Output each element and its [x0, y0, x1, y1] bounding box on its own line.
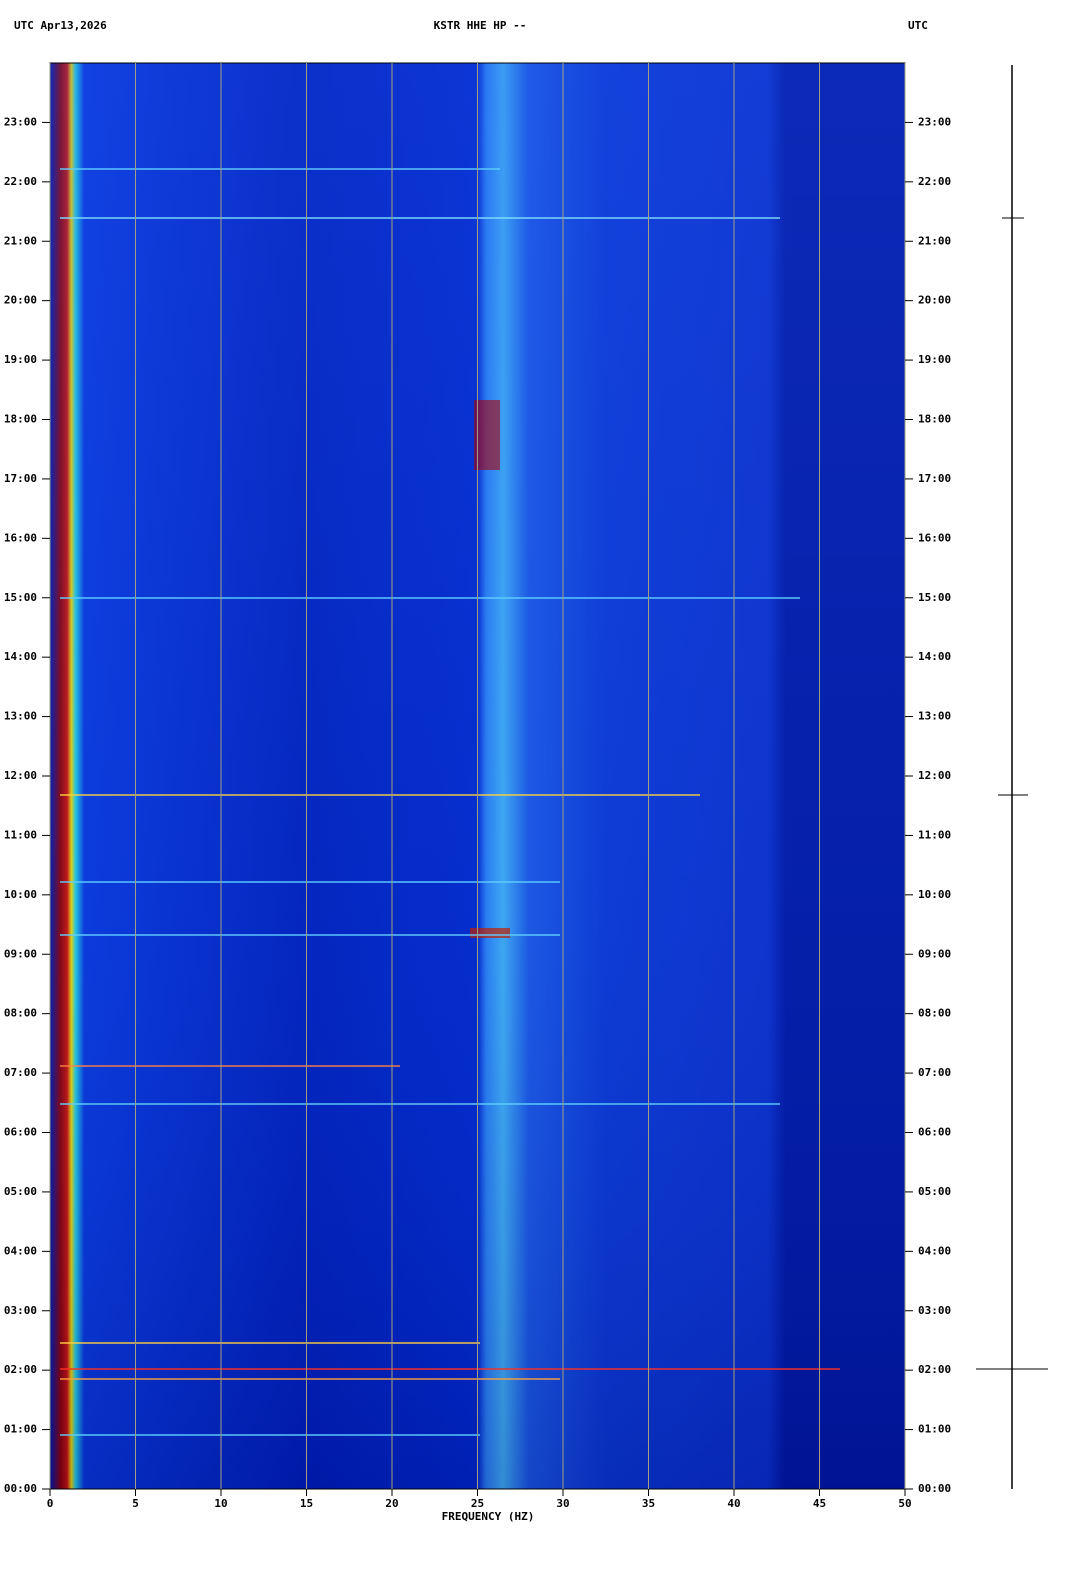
y-tick-label: 10:00: [4, 888, 37, 901]
y-tick-label: 01:00: [4, 1423, 37, 1436]
y-tick-label: 14:00: [918, 650, 951, 663]
date-label: UTC Apr13,2026: [14, 19, 107, 32]
y-tick-label: 19:00: [918, 353, 951, 366]
y-tick-label: 22:00: [4, 175, 37, 188]
y-tick-label: 16:00: [4, 531, 37, 544]
y-tick-label: 20:00: [4, 294, 37, 307]
y-tick-label: 04:00: [4, 1244, 37, 1257]
y-tick-label: 05:00: [918, 1185, 951, 1198]
y-tick-label: 08:00: [918, 1007, 951, 1020]
y-tick-label: 17:00: [4, 472, 37, 485]
y-tick-label: 15:00: [4, 591, 37, 604]
x-axis-label: FREQUENCY (HZ): [442, 1510, 535, 1523]
y-tick-label: 18:00: [4, 413, 37, 426]
y-tick-label: 04:00: [918, 1244, 951, 1257]
y-tick-label: 15:00: [918, 591, 951, 604]
y-tick-label: 00:00: [918, 1482, 951, 1495]
y-tick-label: 11:00: [4, 828, 37, 841]
y-tick-label: 12:00: [4, 769, 37, 782]
x-tick-label: 5: [132, 1497, 139, 1510]
y-tick-label: 10:00: [918, 888, 951, 901]
y-tick-label: 09:00: [918, 947, 951, 960]
y-tick-label: 17:00: [918, 472, 951, 485]
x-tick-label: 15: [300, 1497, 313, 1510]
y-tick-label: 07:00: [918, 1066, 951, 1079]
y-tick-label: 03:00: [918, 1304, 951, 1317]
y-tick-label: 23:00: [4, 115, 37, 128]
y-tick-label: 00:00: [4, 1482, 37, 1495]
y-tick-label: 21:00: [4, 234, 37, 247]
y-tick-label: 18:00: [918, 413, 951, 426]
x-tick-label: 50: [898, 1497, 911, 1510]
chart-title: KSTR HHE HP --: [434, 19, 527, 32]
y-tick-label: 13:00: [4, 710, 37, 723]
y-tick-label: 20:00: [918, 294, 951, 307]
y-tick-label: 05:00: [4, 1185, 37, 1198]
y-tick-label: 07:00: [4, 1066, 37, 1079]
seismogram-trace: [976, 65, 1048, 1489]
y-tick-label: 01:00: [918, 1423, 951, 1436]
y-tick-label: 13:00: [918, 710, 951, 723]
y-tick-label: 19:00: [4, 353, 37, 366]
x-tick-label: 10: [214, 1497, 227, 1510]
x-tick-label: 40: [727, 1497, 740, 1510]
y-tick-label: 11:00: [918, 828, 951, 841]
y-tick-label: 08:00: [4, 1007, 37, 1020]
y-tick-label: 06:00: [918, 1126, 951, 1139]
x-tick-label: 30: [556, 1497, 569, 1510]
x-tick-label: 25: [471, 1497, 484, 1510]
y-tick-label: 12:00: [918, 769, 951, 782]
y-tick-label: 21:00: [918, 234, 951, 247]
y-tick-label: 14:00: [4, 650, 37, 663]
y-tick-label: 03:00: [4, 1304, 37, 1317]
y-tick-label: 09:00: [4, 947, 37, 960]
x-tick-label: 35: [642, 1497, 655, 1510]
x-tick-label: 20: [385, 1497, 398, 1510]
y-tick-label: 02:00: [918, 1363, 951, 1376]
right-label: UTC: [908, 19, 928, 32]
y-tick-label: 02:00: [4, 1363, 37, 1376]
y-tick-label: 06:00: [4, 1126, 37, 1139]
x-tick-label: 45: [813, 1497, 826, 1510]
x-tick-label: 0: [47, 1497, 54, 1510]
y-tick-label: 22:00: [918, 175, 951, 188]
y-tick-label: 16:00: [918, 531, 951, 544]
y-tick-label: 23:00: [918, 115, 951, 128]
